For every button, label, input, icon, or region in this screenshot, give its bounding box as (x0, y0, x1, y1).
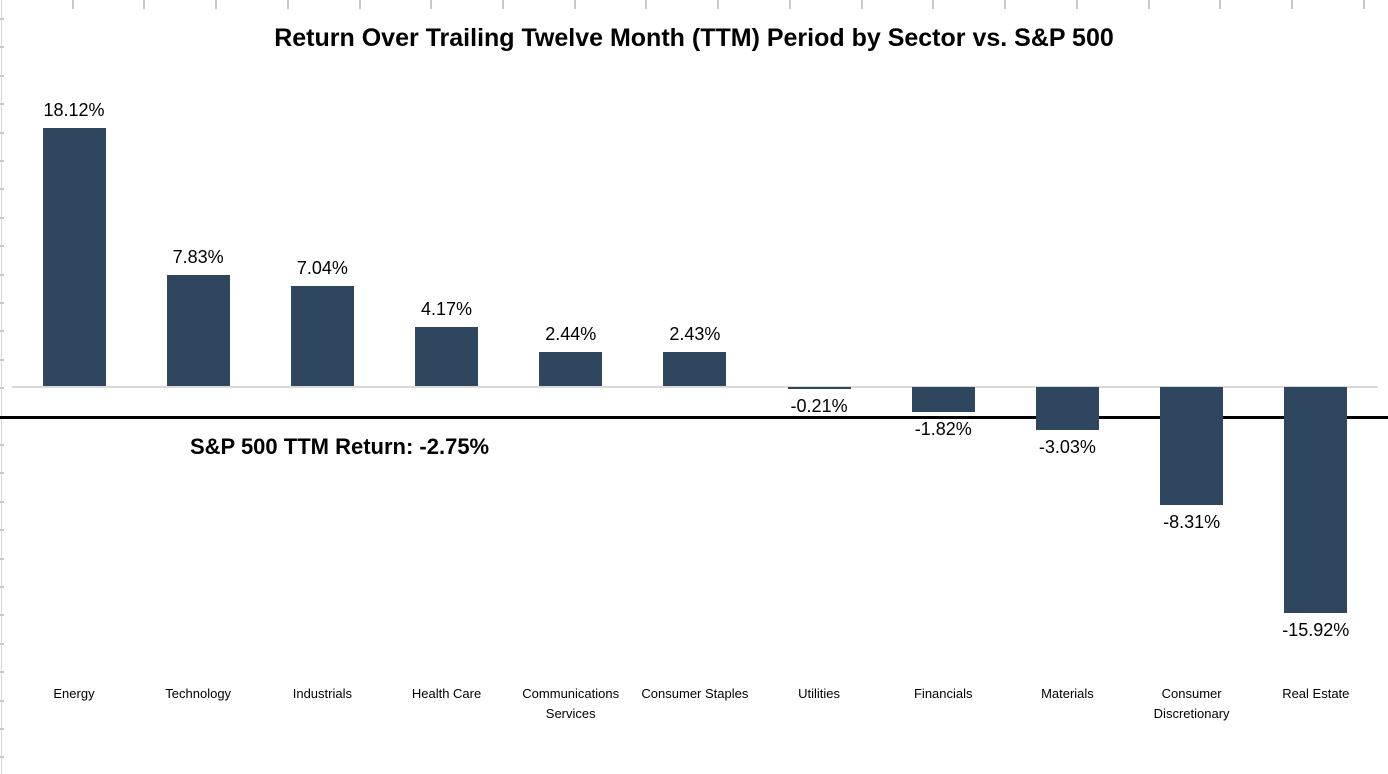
top-gridline-tick (143, 0, 145, 9)
top-gridline-tick (861, 0, 863, 9)
bar-industrials (290, 286, 354, 387)
category-label-real-estate: Real Estate (1282, 686, 1350, 701)
category-label-financials: Financials (913, 686, 973, 701)
left-gridline-tick (0, 700, 4, 702)
left-gridline-tick (0, 103, 4, 105)
category-label-technology: Technology (165, 686, 232, 701)
bar-value-label-consumer-discretionary: -8.31% (1163, 511, 1221, 532)
left-gridline-tick (0, 529, 4, 531)
left-gridline-tick (0, 728, 4, 730)
top-gridline-tick (1076, 0, 1078, 9)
left-gridline-tick (0, 330, 4, 332)
left-gridline-tick (0, 586, 4, 588)
top-gridline-tick (1148, 0, 1150, 9)
bar-value-label-industrials: 7.04% (296, 258, 348, 279)
bar-value-label-financials: -1.82% (914, 419, 972, 440)
top-gridline-tick (359, 0, 361, 9)
top-gridline-tick (430, 0, 432, 9)
left-gridline-tick (0, 444, 4, 446)
category-label-materials: Materials (1041, 686, 1094, 701)
bar-real-estate (1284, 386, 1348, 614)
bar-consumer-staples (663, 351, 727, 387)
bar-value-label-materials: -3.03% (1038, 436, 1096, 457)
bar-materials (1035, 386, 1099, 430)
top-gridline-tick (932, 0, 934, 9)
left-gridline-tick (0, 46, 4, 48)
category-label-consumer-discretionary: Consumer Discretionary (1153, 686, 1230, 721)
left-gridline-tick (0, 302, 4, 304)
top-gridline-tick (645, 0, 647, 9)
top-gridline-tick (215, 0, 217, 9)
category-label-utilities: Utilities (798, 686, 841, 701)
top-gridline-tick (1291, 0, 1293, 9)
bar-value-label-consumer-staples: 2.43% (669, 323, 721, 344)
left-gridline-tick (0, 671, 4, 673)
sp500-benchmark-label: S&P 500 TTM Return: -2.75% (190, 434, 490, 459)
top-gridline-tick (1363, 0, 1365, 9)
bar-value-label-utilities: -0.21% (790, 396, 848, 417)
top-gridline-tick (502, 0, 504, 9)
top-gridline-tick (72, 0, 74, 9)
left-gridline-tick (0, 501, 4, 503)
category-label-communications-services: Communications Services (522, 686, 620, 721)
left-gridline-tick (0, 132, 4, 134)
left-gridline-tick (0, 188, 4, 190)
bar-health-care (415, 327, 479, 387)
top-gridline-tick (789, 0, 791, 9)
left-gridline-tick (0, 643, 4, 645)
left-gridline-tick (0, 274, 4, 276)
bar-value-label-communications-services: 2.44% (545, 323, 597, 344)
bar-technology (166, 275, 230, 387)
top-gridline-tick (717, 0, 719, 9)
sp500-benchmark-line (0, 416, 1388, 419)
left-gridline-tick (0, 756, 4, 758)
bar-energy (42, 128, 106, 387)
left-gridline-tick (0, 217, 4, 219)
bar-financials (911, 386, 975, 413)
left-gridline-tick (0, 75, 4, 77)
left-gridline-tick (0, 387, 4, 389)
top-gridline-tick (574, 0, 576, 9)
top-gridline-tick (1004, 0, 1006, 9)
bar-value-label-energy: 18.12% (43, 100, 105, 121)
category-label-health-care: Health Care (411, 686, 482, 701)
bar-value-label-health-care: 4.17% (421, 299, 473, 320)
left-gridline-tick (0, 245, 4, 247)
bar-communications-services (539, 351, 603, 387)
top-gridline-tick (1219, 0, 1221, 9)
category-label-industrials: Industrials (292, 686, 352, 701)
zero-axis-line (12, 386, 1378, 388)
left-gridline-tick (0, 558, 4, 560)
left-gridline-tick (0, 160, 4, 162)
left-gridline-tick (0, 472, 4, 474)
bar-value-label-real-estate: -15.92% (1282, 620, 1350, 641)
bar-value-label-technology: 7.83% (172, 247, 224, 267)
left-gridline-tick (0, 18, 4, 20)
category-label-energy: Energy (53, 686, 95, 701)
category-label-consumer-staples: Consumer Staples (641, 686, 749, 701)
bar-consumer-discretionary (1160, 386, 1224, 505)
left-gridline-tick (0, 614, 4, 616)
bar-utilities (787, 386, 851, 390)
chart-title: Return Over Trailing Twelve Month (TTM) … (274, 24, 1114, 52)
left-gridline-tick (0, 359, 4, 361)
top-gridline-tick (287, 0, 289, 9)
